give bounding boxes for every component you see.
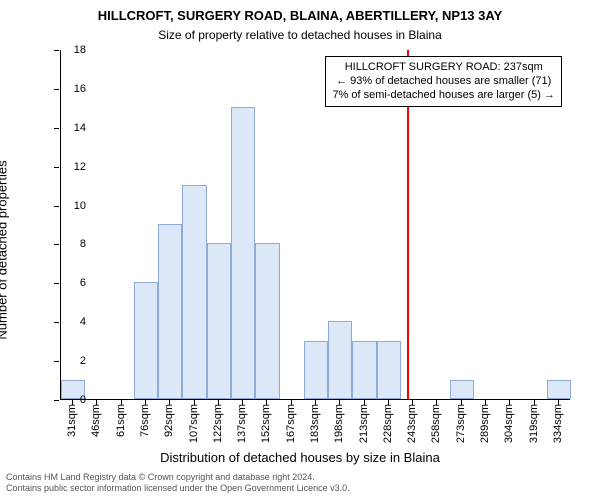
histogram-bar xyxy=(134,282,158,399)
plot-area: HILLCROFT SURGERY ROAD: 237sqm ← 93% of … xyxy=(60,50,570,400)
x-tick-label: 289sqm xyxy=(479,404,491,443)
x-tick-label: 258sqm xyxy=(430,404,442,443)
y-tick-label: 14 xyxy=(62,122,86,134)
y-tick-label: 6 xyxy=(62,277,86,289)
y-tick-mark xyxy=(54,244,59,245)
histogram-bar xyxy=(158,224,182,399)
x-tick-label: 46sqm xyxy=(90,404,102,437)
x-tick-label: 61sqm xyxy=(115,404,127,437)
y-tick-label: 8 xyxy=(62,238,86,250)
x-tick-label: 213sqm xyxy=(358,404,370,443)
histogram-bar xyxy=(304,341,328,399)
y-tick-label: 12 xyxy=(62,161,86,173)
x-tick-label: 31sqm xyxy=(66,404,78,437)
x-axis-label: Distribution of detached houses by size … xyxy=(0,450,600,465)
x-tick-label: 273sqm xyxy=(455,404,467,443)
histogram-bar xyxy=(377,341,401,399)
footer-line2: Contains public sector information licen… xyxy=(6,483,350,494)
y-tick-label: 4 xyxy=(62,316,86,328)
y-tick-mark xyxy=(54,167,59,168)
histogram-bar xyxy=(255,243,279,399)
x-tick-label: 107sqm xyxy=(188,404,200,443)
x-tick-label: 183sqm xyxy=(309,404,321,443)
y-tick-mark xyxy=(54,322,59,323)
x-tick-label: 304sqm xyxy=(503,404,515,443)
y-tick-mark xyxy=(54,89,59,90)
histogram-bar xyxy=(450,380,474,399)
y-tick-label: 2 xyxy=(62,355,86,367)
x-tick-label: 152sqm xyxy=(260,404,272,443)
footer-line1: Contains HM Land Registry data © Crown c… xyxy=(6,472,350,483)
annotation-box: HILLCROFT SURGERY ROAD: 237sqm ← 93% of … xyxy=(325,56,562,107)
x-tick-label: 92sqm xyxy=(163,404,175,437)
histogram-bar xyxy=(231,107,255,399)
chart-container: HILLCROFT, SURGERY ROAD, BLAINA, ABERTIL… xyxy=(0,0,600,500)
y-tick-mark xyxy=(54,400,59,401)
x-tick-label: 334sqm xyxy=(552,404,564,443)
histogram-bar xyxy=(352,341,376,399)
x-tick-label: 243sqm xyxy=(406,404,418,443)
histogram-bar xyxy=(547,380,571,399)
y-tick-label: 16 xyxy=(62,83,86,95)
x-tick-label: 122sqm xyxy=(212,404,224,443)
histogram-bar xyxy=(328,321,352,399)
annotation-line3: 7% of semi-detached houses are larger (5… xyxy=(332,89,555,103)
x-tick-label: 167sqm xyxy=(285,404,297,443)
y-tick-label: 18 xyxy=(62,44,86,56)
chart-title: HILLCROFT, SURGERY ROAD, BLAINA, ABERTIL… xyxy=(0,8,600,23)
y-tick-mark xyxy=(54,206,59,207)
y-tick-mark xyxy=(54,283,59,284)
chart-subtitle: Size of property relative to detached ho… xyxy=(0,28,600,42)
x-tick-label: 137sqm xyxy=(236,404,248,443)
y-tick-mark xyxy=(54,128,59,129)
x-tick-label: 198sqm xyxy=(333,404,345,443)
footer-attribution: Contains HM Land Registry data © Crown c… xyxy=(6,472,350,494)
y-tick-mark xyxy=(54,50,59,51)
annotation-line2: ← 93% of detached houses are smaller (71… xyxy=(332,75,555,89)
y-tick-label: 10 xyxy=(62,200,86,212)
x-tick-label: 228sqm xyxy=(382,404,394,443)
x-tick-label: 76sqm xyxy=(139,404,151,437)
annotation-line1: HILLCROFT SURGERY ROAD: 237sqm xyxy=(332,61,555,75)
x-tick-label: 319sqm xyxy=(528,404,540,443)
histogram-bar xyxy=(182,185,206,399)
histogram-bar xyxy=(207,243,231,399)
y-axis-label: Number of detached properties xyxy=(0,71,10,250)
y-tick-mark xyxy=(54,361,59,362)
